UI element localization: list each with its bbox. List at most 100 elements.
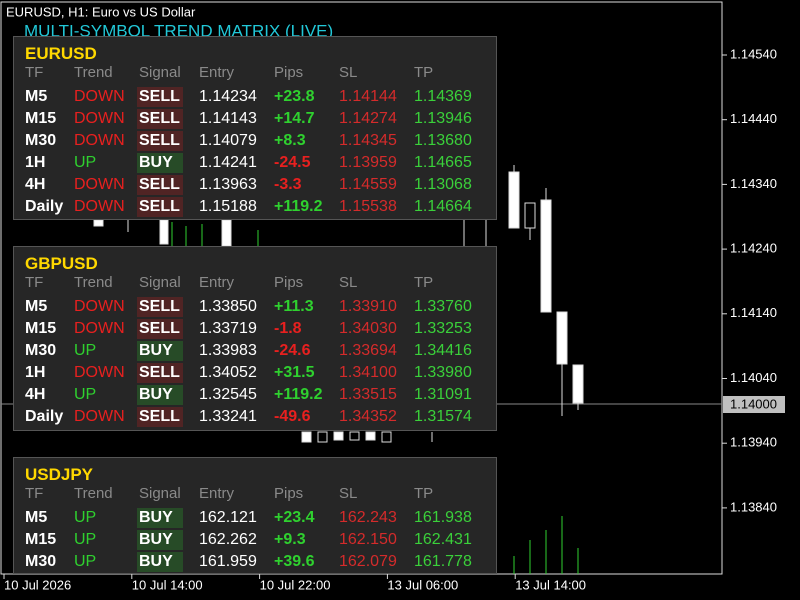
signal-highlight — [137, 407, 183, 427]
cell-entry: 1.33241 — [199, 408, 257, 425]
column-header: TP — [414, 485, 434, 502]
cell-tf: M30 — [25, 553, 57, 570]
column-header: Entry — [199, 485, 235, 502]
current-price-box — [723, 396, 785, 413]
signal-highlight — [137, 363, 183, 383]
cell-tp: 1.34416 — [414, 342, 472, 359]
cell-sl: 1.34352 — [339, 408, 397, 425]
cell-pips: -24.6 — [274, 342, 311, 359]
symbol-name: EURUSD — [25, 44, 97, 63]
signal-highlight — [137, 552, 183, 572]
column-header: Trend — [74, 485, 113, 502]
cell-pips: +11.3 — [274, 298, 314, 315]
cell-sl: 1.34030 — [339, 320, 397, 337]
cell-entry: 1.14234 — [199, 88, 257, 105]
cell-tf: M30 — [25, 342, 57, 359]
cell-entry: 1.14079 — [199, 132, 257, 149]
signal-highlight — [137, 175, 183, 195]
column-header: TF — [25, 274, 44, 291]
cell-tf: 4H — [25, 386, 46, 403]
cell-trend: DOWN — [74, 110, 125, 127]
cell-entry: 1.33719 — [199, 320, 257, 337]
cell-pips: +14.7 — [274, 110, 315, 127]
cell-pips: +9.3 — [274, 531, 306, 548]
cell-sl: 1.33515 — [339, 386, 397, 403]
cell-signal: BUY — [139, 531, 173, 548]
cell-tf: M15 — [25, 320, 57, 337]
current-price-label: 1.14000 — [730, 396, 777, 411]
cell-tp: 162.431 — [414, 531, 472, 548]
cell-pips: +23.4 — [274, 509, 315, 526]
cell-trend: DOWN — [74, 298, 125, 315]
column-header: TF — [25, 64, 44, 81]
price-label: 1.14140 — [730, 305, 777, 320]
time-label: 10 Jul 2026 — [4, 577, 71, 592]
cell-pips: -1.8 — [274, 320, 302, 337]
symbol-panel: EURUSD TF Trend Signal Entry Pips SL TP M5 DOWN SE… — [13, 36, 497, 220]
cell-entry: 162.262 — [199, 531, 257, 548]
cell-trend: DOWN — [74, 88, 125, 105]
cell-pips: +119.2 — [274, 386, 323, 403]
chart-caption: EURUSD, H1: Euro vs US Dollar — [6, 4, 196, 19]
cell-signal: SELL — [139, 364, 180, 381]
cell-trend: DOWN — [74, 320, 125, 337]
column-header: TP — [414, 274, 434, 291]
symbol-name: USDJPY — [25, 465, 94, 484]
cell-tf: M5 — [25, 298, 48, 315]
cell-sl: 1.14274 — [339, 110, 397, 127]
column-header: SL — [339, 485, 358, 502]
cell-signal: SELL — [139, 198, 180, 215]
column-header: Trend — [74, 274, 113, 291]
cell-pips: -24.5 — [274, 154, 311, 171]
cell-trend: DOWN — [74, 176, 125, 193]
signal-highlight — [137, 109, 183, 129]
cell-signal: SELL — [139, 176, 180, 193]
signal-highlight — [137, 508, 183, 528]
column-header: SL — [339, 64, 358, 81]
cell-pips: +8.3 — [274, 132, 306, 149]
cell-tf: 1H — [25, 154, 46, 171]
time-label: 13 Jul 14:00 — [515, 577, 586, 592]
column-header: TF — [25, 485, 44, 502]
cell-tp: 1.31574 — [414, 408, 472, 425]
cell-tp: 1.33253 — [414, 320, 472, 337]
price-label: 1.14340 — [730, 176, 777, 191]
cell-tf: M15 — [25, 531, 57, 548]
cell-sl: 162.079 — [339, 553, 397, 570]
indicator-title: MULTI-SYMBOL TREND MATRIX (LIVE) — [24, 21, 333, 40]
cell-trend: UP — [74, 154, 97, 171]
symbol-panel: GBPUSD TF Trend Signal Entry Pips SL TP M5 DOWN SE… — [13, 246, 497, 431]
cell-tf: M15 — [25, 110, 57, 127]
volume-bars — [171, 222, 579, 574]
cell-sl: 1.33694 — [339, 342, 397, 359]
cell-trend: UP — [74, 553, 97, 570]
cell-trend: UP — [74, 531, 97, 548]
column-header: Entry — [199, 274, 235, 291]
column-header: Signal — [139, 274, 181, 291]
cell-trend: DOWN — [74, 408, 125, 425]
cell-tp: 1.14664 — [414, 198, 472, 215]
column-header: Pips — [274, 485, 304, 502]
price-label: 1.13840 — [730, 499, 777, 514]
cell-trend: DOWN — [74, 198, 125, 215]
column-header: Pips — [274, 64, 304, 81]
cell-tp: 161.938 — [414, 509, 472, 526]
cell-pips: -49.6 — [274, 408, 311, 425]
cell-signal: BUY — [139, 553, 173, 570]
cell-trend: UP — [74, 386, 97, 403]
cell-tf: Daily — [25, 408, 64, 425]
cell-tp: 1.33760 — [414, 298, 472, 315]
price-label: 1.14540 — [730, 46, 777, 61]
cell-sl: 1.14345 — [339, 132, 397, 149]
cell-pips: +39.6 — [274, 553, 315, 570]
cell-sl: 1.33910 — [339, 298, 397, 315]
cell-tf: M5 — [25, 509, 48, 526]
column-header: TP — [414, 64, 434, 81]
cell-tf: 1H — [25, 364, 46, 381]
cell-tp: 1.31091 — [414, 386, 472, 403]
chart-frame — [0, 1, 723, 575]
column-header: Signal — [139, 485, 181, 502]
cell-tp: 1.14665 — [414, 154, 472, 171]
